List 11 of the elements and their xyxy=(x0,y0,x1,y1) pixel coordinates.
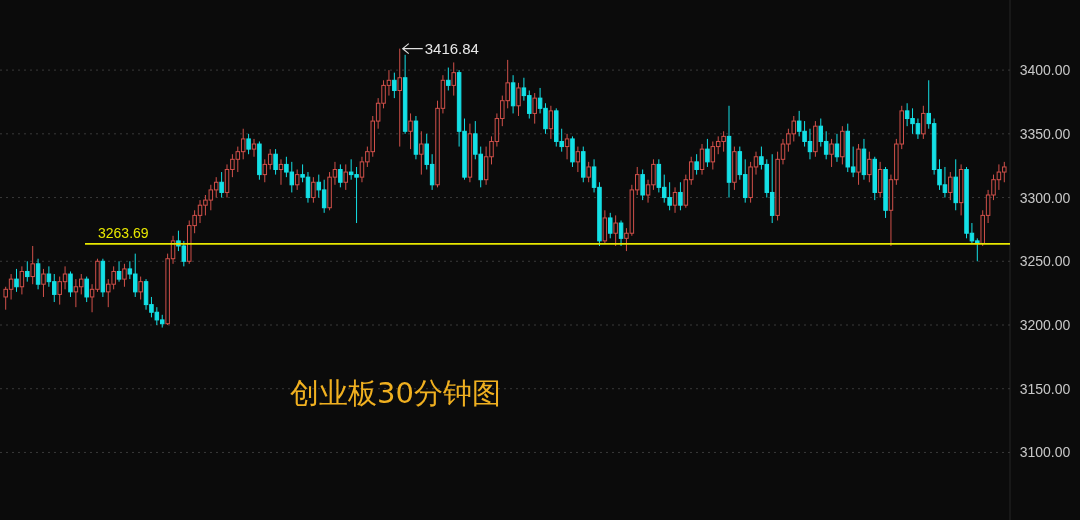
y-tick-label: 3200.00 xyxy=(1019,317,1071,333)
y-tick-label: 3250.00 xyxy=(1019,253,1071,270)
y-tick-label: 3350.00 xyxy=(1019,125,1071,142)
y-tick-label: 3100.00 xyxy=(1019,444,1071,461)
annotation: 3416.84 xyxy=(424,39,479,57)
y-tick-label: 3300.00 xyxy=(1019,189,1071,206)
annotation: 3416.84 xyxy=(401,39,479,57)
y-tick-label: 3150.00 xyxy=(1019,380,1071,397)
title: 创业板30分钟图 xyxy=(290,376,501,410)
y-tick-label: 3400.00 xyxy=(1019,62,1071,79)
ref-line-label: 3263.69 xyxy=(98,224,149,241)
